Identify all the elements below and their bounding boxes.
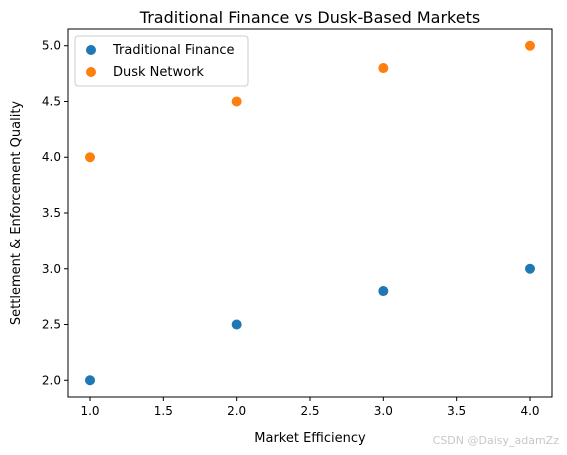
- legend: Traditional Finance Dusk Network: [74, 35, 249, 87]
- legend-label-dusk-network: Dusk Network: [113, 65, 204, 80]
- point-dusk-network: [85, 152, 95, 163]
- y-tick-label: 3.0: [42, 262, 61, 276]
- legend-marker-traditional-finance: [86, 45, 96, 55]
- y-tick-label: 2.0: [42, 373, 61, 387]
- legend-label-traditional-finance: Traditional Finance: [112, 43, 235, 58]
- point-traditional-finance: [378, 286, 389, 297]
- data-points: [85, 40, 535, 386]
- chart-title: Traditional Finance vs Dusk-Based Market…: [139, 8, 480, 27]
- legend-marker-dusk-network: [86, 67, 96, 77]
- point-traditional-finance: [525, 263, 535, 274]
- x-axis-ticks: 1.0 1.5 2.0 2.5 3.0 3.5 4.0: [80, 397, 540, 418]
- point-traditional-finance: [231, 319, 242, 330]
- x-tick-label: 4.0: [520, 404, 539, 418]
- y-tick-label: 3.5: [42, 206, 61, 220]
- y-tick-label: 4.5: [42, 94, 61, 108]
- x-tick-label: 2.5: [300, 404, 319, 418]
- x-tick-label: 1.0: [80, 404, 99, 418]
- point-dusk-network: [525, 40, 535, 51]
- point-dusk-network: [231, 96, 242, 107]
- y-tick-label: 5.0: [42, 39, 61, 53]
- x-tick-label: 1.5: [154, 404, 173, 418]
- point-dusk-network: [378, 63, 389, 74]
- y-axis-label: Settlement & Enforcement Quality: [9, 101, 24, 326]
- watermark-text: CSDN @Daisy_adamZz: [432, 434, 559, 447]
- x-tick-label: 2.0: [227, 404, 246, 418]
- x-axis-label: Market Efficiency: [254, 431, 366, 446]
- y-axis-ticks: 2.0 2.5 3.0 3.5 4.0 4.5 5.0: [42, 39, 68, 387]
- legend-frame: [74, 35, 249, 87]
- y-tick-label: 2.5: [42, 318, 61, 332]
- point-traditional-finance: [85, 375, 95, 386]
- x-tick-label: 3.5: [447, 404, 466, 418]
- x-tick-label: 3.0: [374, 404, 393, 418]
- y-tick-label: 4.0: [42, 150, 61, 164]
